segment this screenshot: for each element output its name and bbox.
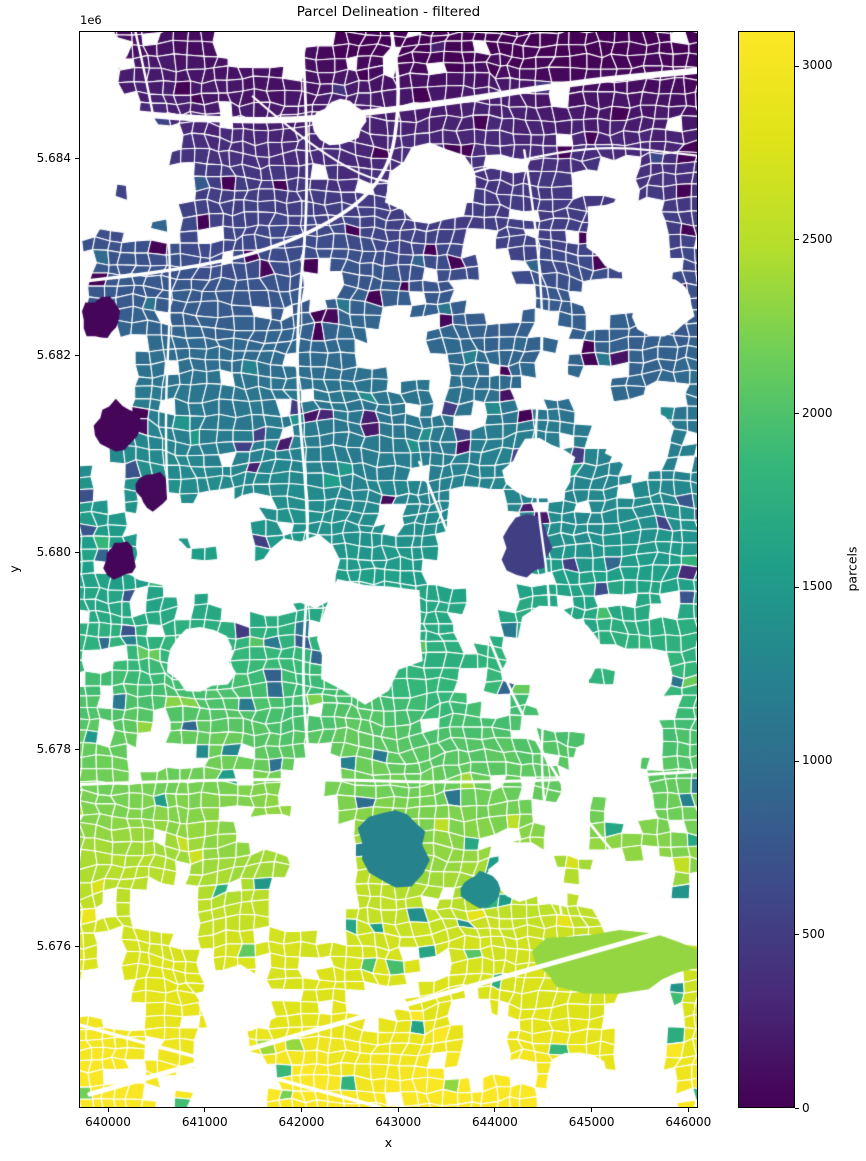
colorbar-tick-label: 500 [802, 926, 825, 941]
x-tick-label: 646000 [665, 1115, 712, 1129]
x-tick-mark [300, 1108, 302, 1112]
colorbar-tick-mark [795, 586, 799, 588]
y-tick-label: 5.678 [36, 741, 71, 756]
x-tick-label: 640000 [85, 1115, 131, 1129]
x-tick-mark [591, 1108, 593, 1112]
y-tick-label: 5.682 [36, 347, 71, 362]
colorbar [738, 31, 795, 1108]
y-tick-mark [75, 355, 79, 357]
colorbar-label: parcels [844, 546, 860, 592]
y-tick-label: 5.676 [36, 938, 71, 953]
x-tick-label: 644000 [471, 1115, 518, 1129]
y-tick-label: 5.684 [36, 150, 71, 165]
colorbar-tick-label: 2500 [802, 231, 833, 246]
y-tick-mark [75, 946, 79, 948]
chart-title: Parcel Delineation - filtered [296, 4, 481, 20]
colorbar-tick-label: 1000 [802, 753, 833, 768]
colorbar-tick-mark [795, 65, 799, 67]
x-tick-mark [687, 1108, 689, 1112]
y-tick-mark [75, 552, 79, 554]
plot-area [79, 31, 698, 1108]
x-tick-mark [204, 1108, 206, 1112]
colorbar-tick-label: 3000 [802, 58, 833, 73]
colorbar-tick-mark [795, 239, 799, 241]
x-tick-label: 643000 [375, 1115, 422, 1129]
y-axis-label: y [6, 565, 22, 573]
y-tick-mark [75, 749, 79, 751]
colorbar-tick-label: 0 [802, 1100, 810, 1115]
colorbar-tick-label: 1500 [802, 579, 833, 594]
x-tick-mark [397, 1108, 399, 1112]
x-tick-mark [107, 1108, 109, 1112]
x-tick-label: 642000 [278, 1115, 325, 1129]
colorbar-gradient [739, 32, 794, 1107]
colorbar-tick-mark [795, 934, 799, 936]
x-tick-mark [494, 1108, 496, 1112]
y-axis-offset-label: 1e6 [80, 13, 102, 27]
x-tick-label: 641000 [181, 1115, 228, 1129]
colorbar-tick-mark [795, 760, 799, 762]
colorbar-tick-mark [795, 1108, 799, 1109]
colorbar-tick-label: 2000 [802, 405, 833, 420]
y-tick-label: 5.680 [36, 544, 71, 559]
x-axis-label: x [384, 1135, 393, 1150]
y-tick-mark [75, 158, 79, 160]
parcel-map-canvas [80, 32, 697, 1107]
x-tick-label: 645000 [568, 1115, 615, 1129]
colorbar-tick-mark [795, 413, 799, 415]
